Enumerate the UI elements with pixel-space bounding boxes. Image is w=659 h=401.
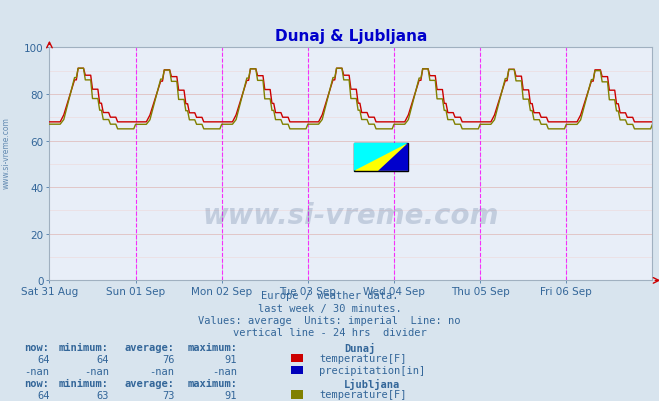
Polygon shape xyxy=(354,144,408,171)
Text: maximum:: maximum: xyxy=(187,378,237,388)
Text: Europe / weather data.: Europe / weather data. xyxy=(261,291,398,301)
Text: 73: 73 xyxy=(162,390,175,400)
Text: www.si-vreme.com: www.si-vreme.com xyxy=(2,117,11,188)
Text: temperature[F]: temperature[F] xyxy=(319,353,407,363)
Text: maximum:: maximum: xyxy=(187,342,237,352)
Text: average:: average: xyxy=(125,378,175,388)
Text: 64: 64 xyxy=(37,354,49,364)
Text: average:: average: xyxy=(125,342,175,352)
Text: temperature[F]: temperature[F] xyxy=(319,389,407,399)
Text: 91: 91 xyxy=(225,390,237,400)
Text: Dunaj: Dunaj xyxy=(344,342,375,352)
Text: vertical line - 24 hrs  divider: vertical line - 24 hrs divider xyxy=(233,327,426,337)
Text: 91: 91 xyxy=(225,354,237,364)
Text: minimum:: minimum: xyxy=(59,342,109,352)
Text: -nan: -nan xyxy=(84,366,109,376)
Text: -nan: -nan xyxy=(150,366,175,376)
Text: 76: 76 xyxy=(162,354,175,364)
Text: now:: now: xyxy=(24,342,49,352)
Text: minimum:: minimum: xyxy=(59,378,109,388)
Text: Values: average  Units: imperial  Line: no: Values: average Units: imperial Line: no xyxy=(198,315,461,325)
FancyBboxPatch shape xyxy=(354,144,408,171)
Title: Dunaj & Ljubljana: Dunaj & Ljubljana xyxy=(275,29,427,44)
Text: Ljubljana: Ljubljana xyxy=(344,378,400,389)
Text: 63: 63 xyxy=(96,390,109,400)
Polygon shape xyxy=(378,144,408,171)
Text: 64: 64 xyxy=(96,354,109,364)
Text: www.si-vreme.com: www.si-vreme.com xyxy=(203,202,499,229)
Text: 64: 64 xyxy=(37,390,49,400)
Text: -nan: -nan xyxy=(24,366,49,376)
Text: precipitation[in]: precipitation[in] xyxy=(319,365,425,375)
Text: last week / 30 minutes.: last week / 30 minutes. xyxy=(258,303,401,313)
Text: -nan: -nan xyxy=(212,366,237,376)
Text: now:: now: xyxy=(24,378,49,388)
